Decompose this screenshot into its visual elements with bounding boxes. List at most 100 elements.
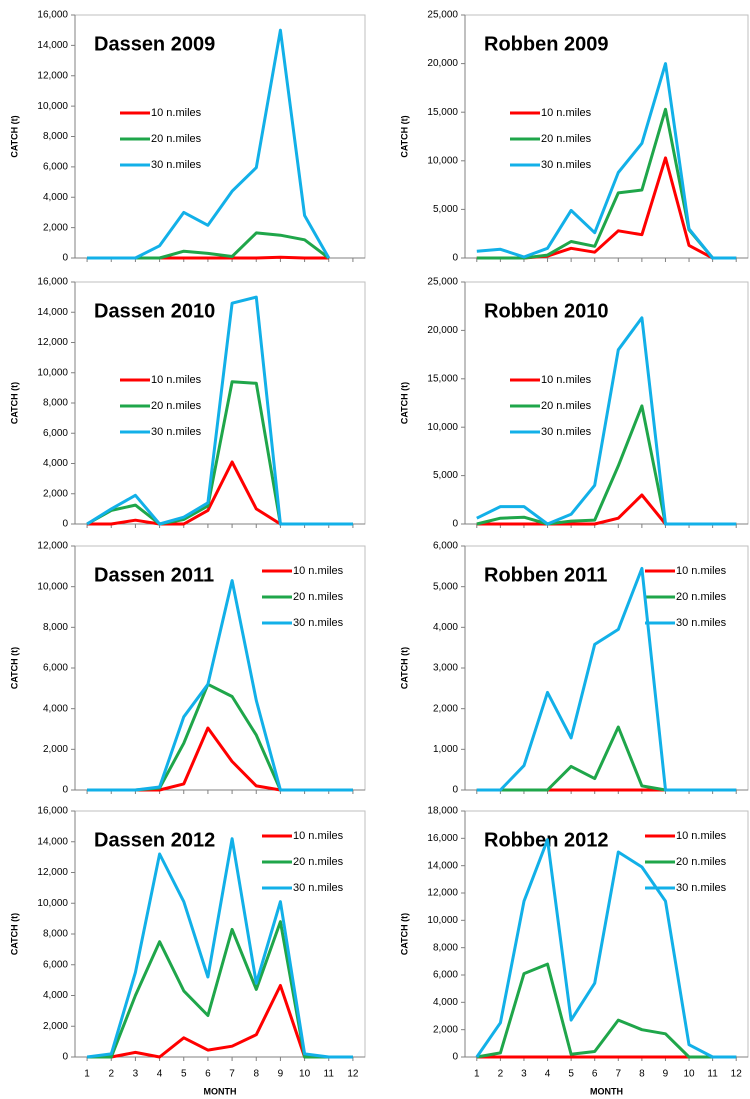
y-axis-label: CATCH (t): [9, 115, 19, 157]
legend-label: 20 n.miles: [151, 400, 202, 412]
series-line: [86, 295, 353, 526]
y-tick-label: 16,000: [37, 10, 68, 21]
legend-label: 10 n.miles: [293, 565, 344, 577]
x-tick-label: 5: [568, 1069, 574, 1080]
y-tick-label: 0: [452, 519, 458, 530]
y-tick-label: 8,000: [43, 622, 68, 633]
y-tick-label: 10,000: [37, 898, 68, 909]
legend-label: 10 n.miles: [541, 374, 592, 386]
y-tick-label: 18,000: [427, 806, 458, 817]
x-tick-label: 11: [324, 1069, 335, 1080]
x-tick-label: 6: [205, 1069, 211, 1080]
y-tick-label: 3,000: [433, 663, 458, 674]
y-axis-label: CATCH (t): [399, 647, 409, 689]
x-tick-label: 9: [278, 1069, 284, 1080]
y-tick-label: 0: [62, 1052, 68, 1063]
y-tick-label: 12,000: [37, 867, 68, 878]
y-tick-label: 1,000: [433, 744, 458, 755]
y-tick-label: 10,000: [427, 155, 458, 166]
legend-label: 10 n.miles: [151, 107, 202, 119]
legend-label: 10 n.miles: [151, 374, 202, 386]
legend-label: 20 n.miles: [676, 591, 727, 603]
x-tick-label: 6: [592, 1069, 598, 1080]
y-tick-label: 10,000: [427, 915, 458, 926]
legend-label: 10 n.miles: [676, 830, 727, 842]
y-tick-label: 14,000: [37, 40, 68, 51]
y-tick-label: 10,000: [427, 422, 458, 433]
series-line: [475, 838, 737, 1059]
series-line: [476, 316, 737, 526]
x-tick-label: 4: [157, 1069, 163, 1080]
series-line: [476, 156, 737, 260]
legend-label: 30 n.miles: [151, 159, 202, 171]
x-tick-label: 10: [299, 1069, 311, 1080]
x-tick-label: 11: [707, 1069, 718, 1080]
chart-title: Robben 2009: [484, 33, 608, 55]
chart-title: Dassen 2010: [94, 300, 215, 322]
series-line: [476, 725, 737, 792]
y-axis-label: CATCH (t): [9, 647, 19, 689]
series-line: [476, 107, 737, 260]
series-line: [86, 837, 353, 1059]
y-tick-label: 0: [452, 1052, 458, 1063]
y-tick-label: 12,000: [37, 541, 68, 552]
series-line: [87, 682, 353, 792]
y-tick-label: 4,000: [433, 997, 458, 1008]
y-tick-label: 14,000: [37, 307, 68, 318]
y-axis-label: CATCH (t): [399, 115, 409, 157]
x-tick-label: 12: [347, 1069, 359, 1080]
legend-label: 20 n.miles: [541, 400, 592, 412]
x-tick-label: 12: [731, 1069, 743, 1080]
y-tick-label: 25,000: [427, 10, 458, 21]
y-tick-label: 20,000: [427, 325, 458, 336]
y-tick-label: 10,000: [37, 581, 68, 592]
legend-label: 30 n.miles: [151, 426, 202, 438]
y-tick-label: 16,000: [37, 277, 68, 288]
y-tick-label: 8,000: [43, 131, 68, 142]
y-tick-label: 12,000: [37, 337, 68, 348]
y-tick-label: 8,000: [433, 942, 458, 953]
series-line: [476, 493, 737, 526]
y-tick-label: 2,000: [43, 488, 68, 499]
y-tick-label: 0: [62, 785, 68, 796]
y-tick-label: 16,000: [37, 806, 68, 817]
y-tick-label: 2,000: [43, 222, 68, 233]
series-line: [476, 962, 737, 1059]
x-tick-label: 1: [84, 1069, 90, 1080]
y-tick-label: 20,000: [427, 58, 458, 69]
y-tick-label: 6,000: [433, 970, 458, 981]
chart-title: Dassen 2012: [94, 829, 215, 851]
legend-label: 30 n.miles: [541, 159, 592, 171]
y-tick-label: 6,000: [43, 663, 68, 674]
x-tick-label: 5: [181, 1069, 187, 1080]
legend-label: 30 n.miles: [293, 617, 344, 629]
x-tick-label: 8: [253, 1069, 259, 1080]
y-tick-label: 2,000: [43, 1021, 68, 1032]
y-tick-label: 6,000: [43, 959, 68, 970]
legend-label: 30 n.miles: [293, 882, 344, 894]
x-tick-label: 9: [663, 1069, 669, 1080]
y-axis-label: CATCH (t): [399, 913, 409, 955]
y-tick-label: 10,000: [37, 367, 68, 378]
legend-label: 30 n.miles: [676, 882, 727, 894]
chart-title: Robben 2011: [484, 564, 607, 586]
legend-label: 20 n.miles: [151, 133, 202, 145]
y-tick-label: 14,000: [427, 860, 458, 871]
y-tick-label: 12,000: [37, 70, 68, 81]
x-tick-label: 7: [616, 1069, 622, 1080]
series-line: [87, 726, 353, 792]
y-tick-label: 2,000: [433, 703, 458, 714]
x-axis-label: MONTH: [204, 1086, 237, 1096]
y-tick-label: 4,000: [43, 192, 68, 203]
series-line: [476, 566, 737, 792]
series-line: [87, 231, 330, 260]
y-tick-label: 0: [452, 785, 458, 796]
y-tick-label: 12,000: [427, 888, 458, 899]
y-tick-label: 2,000: [433, 1024, 458, 1035]
x-tick-label: 2: [108, 1069, 114, 1080]
y-tick-label: 0: [62, 519, 68, 530]
y-tick-label: 8,000: [43, 929, 68, 940]
y-tick-label: 6,000: [43, 428, 68, 439]
